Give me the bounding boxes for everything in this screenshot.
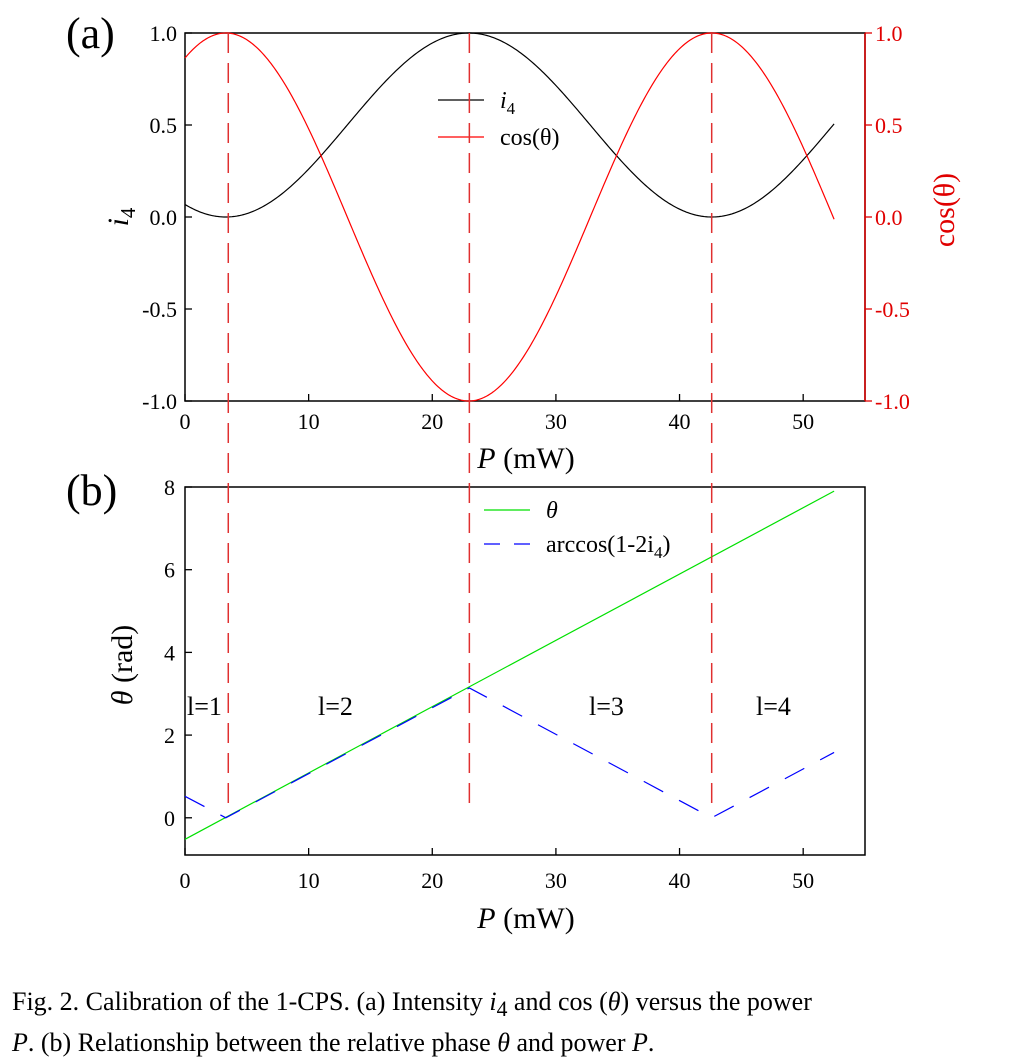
legend-label-theta: θ — [546, 498, 558, 524]
panel-a-label: (a) — [66, 9, 115, 58]
y-tick-label: 4 — [164, 640, 175, 665]
y-tick-label: 0.0 — [150, 205, 178, 230]
x-tick-label: 20 — [421, 409, 443, 434]
y-tick-label: 8 — [164, 475, 175, 500]
x-tick-label: 30 — [545, 409, 567, 434]
panel-b-y-ticks: 8 6 4 2 0 — [164, 475, 192, 831]
panel-a: (a) 0 10 20 30 40 50 1.0 0.5 0.0 -0.5 -1.0 1.0 0.5… — [66, 9, 961, 475]
panel-a-legend: i4 cos(θ) — [438, 88, 559, 151]
panel-b-ylabel: θ (rad) — [106, 625, 139, 706]
y-tick-label: 6 — [164, 558, 175, 583]
y-tick-label: 0.5 — [150, 113, 178, 138]
panel-b-x-ticks: 0 10 20 30 40 50 — [180, 848, 814, 893]
panel-b-curves — [184, 490, 835, 840]
y-right-tick-label: -0.5 — [875, 297, 910, 322]
y-tick-label: 2 — [164, 723, 175, 748]
panel-a-y-ticks-left: 1.0 0.5 0.0 -0.5 -1.0 — [142, 21, 192, 414]
legend-label-i4: i4 — [500, 88, 516, 118]
x-tick-label: 10 — [298, 409, 320, 434]
y-tick-label: 0 — [164, 806, 175, 831]
x-tick-label: 30 — [545, 868, 567, 893]
x-tick-label: 50 — [792, 409, 814, 434]
series-i4-line — [184, 32, 835, 218]
panel-a-curves — [184, 32, 835, 402]
panel-b-frame — [184, 486, 866, 856]
y-tick-label: -0.5 — [142, 297, 177, 322]
y-tick-label: 1.0 — [150, 21, 178, 46]
panel-a-ylabel-left: i4 — [102, 207, 140, 226]
x-tick-label: 40 — [669, 868, 691, 893]
series-arccos-line — [184, 687, 835, 819]
panel-b-legend: θ arccos(1-2i4) — [484, 498, 670, 562]
region-label-4: l=4 — [756, 692, 791, 721]
panel-a-xlabel: P (mW) — [476, 442, 574, 475]
panel-b-xlabel: P (mW) — [476, 902, 574, 935]
series-cos-line — [184, 32, 835, 402]
region-label-2: l=2 — [318, 692, 353, 721]
x-tick-label: 0 — [180, 868, 191, 893]
legend-label-cos: cos(θ) — [500, 125, 559, 151]
y-tick-label: -1.0 — [142, 389, 177, 414]
x-tick-label: 0 — [180, 409, 191, 434]
x-tick-label: 10 — [298, 868, 320, 893]
x-tick-label: 50 — [792, 868, 814, 893]
vertical-marker-lines — [227, 33, 713, 808]
figure-caption: Fig. 2. Calibration of the 1-CPS. (a) In… — [12, 987, 812, 1058]
legend-label-arccos: arccos(1-2i4) — [546, 532, 670, 562]
series-theta-line — [184, 490, 835, 840]
x-tick-label: 20 — [421, 868, 443, 893]
y-right-tick-label: 0.0 — [875, 205, 903, 230]
panel-b-label: (b) — [66, 466, 117, 515]
panel-a-ylabel-right: cos(θ) — [928, 173, 961, 247]
region-labels: l=1 l=2 l=3 l=4 — [187, 692, 791, 721]
figure: (a) 0 10 20 30 40 50 1.00.50.0-0.5-1.0 1.00.5… — [66, 9, 961, 935]
y-right-tick-label: -1.0 — [875, 389, 910, 414]
panel-a-x-ticks: 0 10 20 30 40 50 — [180, 394, 814, 434]
region-label-3: l=3 — [589, 692, 624, 721]
panel-a-y-ticks-right: 1.0 0.5 0.0 -0.5 -1.0 — [865, 21, 910, 414]
y-right-tick-label: 1.0 — [875, 21, 903, 46]
y-right-tick-label: 0.5 — [875, 113, 903, 138]
x-tick-label: 40 — [669, 409, 691, 434]
region-label-1: l=1 — [187, 692, 222, 721]
